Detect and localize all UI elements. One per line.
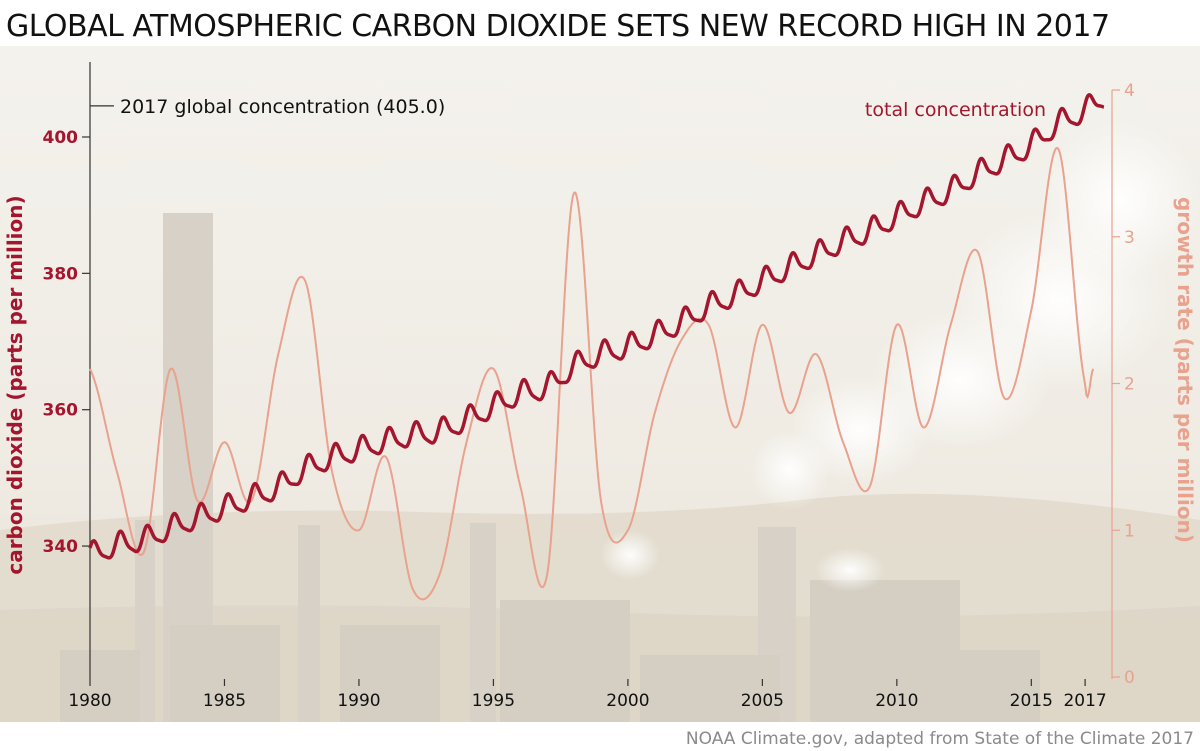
right-y-tick-label: 4: [1124, 81, 1135, 101]
right-y-tick-label: 0: [1124, 668, 1135, 688]
chart-title: GLOBAL ATMOSPHERIC CARBON DIOXIDE SETS N…: [6, 9, 1110, 44]
left-y-tick-label: 400: [43, 128, 79, 148]
x-tick-label: 2000: [606, 691, 649, 711]
x-tick-label: 2015: [1010, 691, 1053, 711]
right-y-tick-label: 1: [1124, 521, 1135, 541]
credit-band: [0, 722, 1200, 751]
x-tick-label: 2017: [1063, 691, 1106, 711]
record-annotation: 2017 global concentration (405.0): [120, 96, 445, 118]
x-tick-label: 1990: [337, 691, 380, 711]
x-tick-label: 2005: [741, 691, 784, 711]
concentration-series-label: total concentration: [865, 99, 1046, 121]
source-credit: NOAA Climate.gov, adapted from State of …: [686, 729, 1194, 749]
left-y-ticks: 340 360 380 400: [43, 128, 90, 557]
smokestacks: [135, 213, 796, 722]
x-tick-label: 1995: [472, 691, 515, 711]
right-y-tick-label: 3: [1124, 228, 1135, 248]
left-y-tick-label: 360: [43, 401, 79, 421]
right-y-tick-label: 2: [1124, 375, 1135, 395]
x-tick-label: 1985: [203, 691, 246, 711]
right-y-ticks: 0 1 2 3 4: [1112, 81, 1135, 688]
smokestack: [298, 525, 320, 722]
x-tick-label: 2010: [875, 691, 918, 711]
left-y-axis-label: carbon dioxide (parts per million): [3, 195, 27, 574]
total-concentration-line: [88, 93, 1106, 560]
left-y-tick-label: 340: [43, 537, 79, 557]
x-axis-ticks: 1980 1985 1990 1995 2000 2005 2010 2015 2017: [68, 679, 1107, 711]
plant-buildings: [60, 580, 1040, 722]
growth-rate-line: [89, 146, 1095, 601]
smoke-plume: [600, 120, 1200, 592]
x-tick-label: 1980: [68, 691, 111, 711]
power-plant-background: [0, 45, 1200, 722]
left-y-tick-label: 380: [43, 264, 79, 284]
title-band: [0, 0, 1200, 46]
right-y-axis-label: growth rate (parts per million): [1173, 197, 1197, 543]
smokestack: [470, 523, 496, 722]
